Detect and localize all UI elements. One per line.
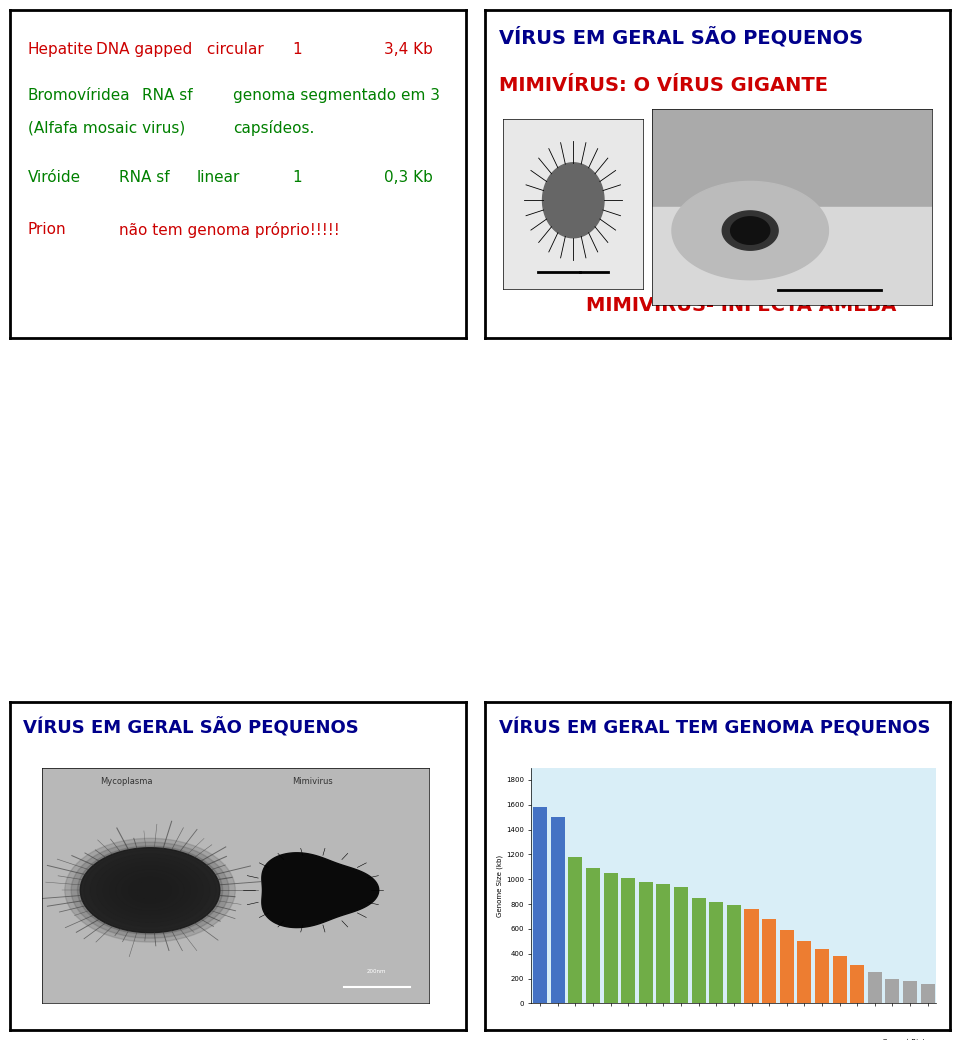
- Bar: [903, 981, 917, 1004]
- Text: MIMIVÍRUS- INFECTA AMEBA: MIMIVÍRUS- INFECTA AMEBA: [586, 296, 896, 315]
- Text: Current Biology: Current Biology: [881, 1039, 936, 1040]
- Text: Hepatite: Hepatite: [28, 43, 94, 57]
- Text: linear: linear: [197, 170, 240, 185]
- Text: Mycoplasma: Mycoplasma: [101, 777, 153, 786]
- Bar: [762, 919, 777, 1004]
- Circle shape: [84, 850, 216, 931]
- Bar: [657, 884, 670, 1004]
- Circle shape: [134, 881, 165, 900]
- Bar: [851, 965, 864, 1004]
- Bar: [551, 817, 564, 1004]
- Text: 1: 1: [292, 170, 302, 185]
- Bar: [780, 930, 794, 1004]
- Polygon shape: [542, 163, 604, 238]
- Text: VÍRUS EM GERAL SÃO PEQUENOS: VÍRUS EM GERAL SÃO PEQUENOS: [499, 27, 863, 47]
- Text: Viróide: Viróide: [28, 170, 81, 185]
- Bar: [568, 857, 583, 1004]
- Text: 1: 1: [292, 43, 302, 57]
- Text: DNA gapped   circular: DNA gapped circular: [96, 43, 264, 57]
- Text: não tem genoma próprio!!!!!: não tem genoma próprio!!!!!: [119, 222, 340, 238]
- Text: MIMIVÍRUS: O VÍRUS GIGANTE: MIMIVÍRUS: O VÍRUS GIGANTE: [499, 76, 828, 95]
- Bar: [709, 902, 723, 1004]
- Text: genoma segmentado em 3: genoma segmentado em 3: [233, 88, 440, 103]
- Text: VÍRUS EM GERAL SÃO PEQUENOS: VÍRUS EM GERAL SÃO PEQUENOS: [23, 719, 359, 737]
- Bar: [691, 898, 706, 1004]
- Bar: [586, 868, 600, 1004]
- Text: VÍRUS EM GERAL TEM GENOMA PEQUENOS: VÍRUS EM GERAL TEM GENOMA PEQUENOS: [499, 719, 930, 737]
- Circle shape: [122, 873, 179, 907]
- Bar: [815, 948, 829, 1004]
- Circle shape: [78, 846, 223, 934]
- Polygon shape: [731, 216, 770, 244]
- Circle shape: [71, 842, 229, 938]
- Bar: [638, 882, 653, 1004]
- Polygon shape: [653, 207, 932, 306]
- Y-axis label: Genome Size (kb): Genome Size (kb): [496, 855, 503, 916]
- Text: 0,3 Kb: 0,3 Kb: [383, 170, 432, 185]
- Text: Bromovíridea: Bromovíridea: [28, 88, 131, 103]
- Bar: [604, 873, 617, 1004]
- Text: Mimivirus: Mimivirus: [293, 777, 333, 786]
- Circle shape: [97, 858, 204, 922]
- Polygon shape: [262, 853, 379, 928]
- Polygon shape: [81, 848, 220, 933]
- Polygon shape: [653, 109, 932, 207]
- Circle shape: [109, 865, 191, 915]
- Circle shape: [64, 838, 235, 942]
- Bar: [533, 807, 547, 1004]
- Circle shape: [129, 877, 172, 904]
- Bar: [798, 941, 811, 1004]
- Text: 200nm: 200nm: [367, 968, 387, 973]
- Bar: [885, 979, 900, 1004]
- Text: 3,4 Kb: 3,4 Kb: [383, 43, 432, 57]
- Bar: [921, 984, 935, 1004]
- Polygon shape: [672, 181, 828, 280]
- Bar: [621, 878, 636, 1004]
- Circle shape: [90, 854, 210, 927]
- Text: (Alfafa mosaic virus): (Alfafa mosaic virus): [28, 121, 185, 136]
- Text: RNA sf: RNA sf: [142, 88, 192, 103]
- Bar: [727, 905, 741, 1004]
- Bar: [868, 972, 882, 1004]
- Circle shape: [103, 861, 197, 919]
- Circle shape: [115, 869, 184, 911]
- Bar: [674, 887, 688, 1004]
- Bar: [744, 909, 758, 1004]
- Polygon shape: [722, 211, 779, 251]
- Bar: [832, 956, 847, 1004]
- Text: RNA sf: RNA sf: [119, 170, 170, 185]
- Text: Prion: Prion: [28, 223, 66, 237]
- Text: capsídeos.: capsídeos.: [233, 121, 315, 136]
